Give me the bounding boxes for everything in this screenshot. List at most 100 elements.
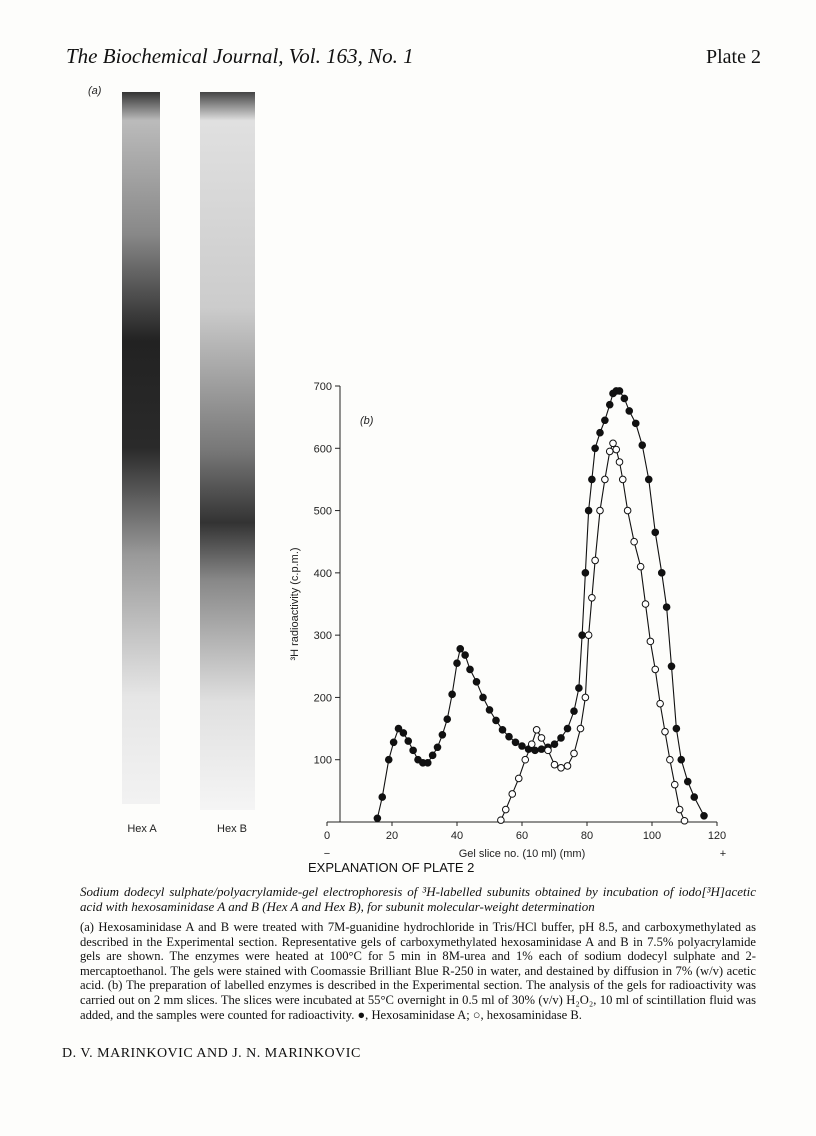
data-point: [618, 475, 627, 484]
caption-heading: EXPLANATION OF PLATE 2: [308, 860, 475, 875]
data-point: [623, 506, 632, 515]
data-point: [651, 528, 660, 537]
data-point: [644, 475, 653, 484]
data-point: [581, 569, 590, 577]
data-point: [615, 387, 624, 395]
data-point: [518, 742, 526, 750]
data-point: [581, 693, 590, 702]
data-point: [485, 706, 494, 714]
data-point: [563, 762, 572, 770]
data-point: [657, 569, 666, 577]
x-tick-label: 60: [516, 830, 528, 842]
data-point: [615, 458, 624, 466]
plate-number: Plate 2: [706, 46, 761, 68]
data-point: [662, 603, 671, 611]
data-point: [690, 793, 699, 801]
y-tick-label: 400: [314, 568, 332, 580]
data-point: [672, 724, 681, 733]
x-tick-label: 100: [643, 830, 661, 842]
journal-title: The Biochemical Journal, Vol. 163, No. 1: [66, 44, 414, 68]
data-point: [501, 805, 510, 814]
data-point: [423, 759, 432, 767]
data-point: [641, 600, 650, 608]
gel-label: Hex A: [127, 823, 157, 835]
data-point: [550, 740, 559, 748]
data-point: [700, 811, 708, 820]
data-point: [514, 774, 523, 783]
data-point: [492, 716, 500, 725]
series-line: [376, 390, 705, 819]
data-point: [584, 506, 593, 515]
data-point: [588, 475, 596, 484]
data-point: [591, 444, 599, 453]
data-point: [428, 751, 437, 760]
data-point: [456, 645, 465, 653]
data-point: [443, 715, 452, 724]
y-tick-label: 700: [314, 381, 332, 393]
data-point: [378, 793, 387, 801]
data-point: [605, 400, 614, 409]
data-point: [638, 441, 647, 449]
data-point: [399, 729, 408, 737]
data-point: [394, 724, 403, 733]
data-point: [433, 743, 442, 752]
data-point: [537, 734, 546, 742]
data-point: [373, 814, 382, 823]
data-point: [384, 755, 393, 764]
data-point: [680, 816, 689, 825]
data-point: [550, 760, 559, 769]
data-point: [646, 637, 655, 646]
data-point: [448, 690, 456, 699]
data-point: [625, 407, 634, 415]
data-point: [508, 790, 517, 798]
gel: [122, 92, 160, 804]
data-point: [453, 659, 461, 667]
y-axis-label: ³H radioactivity (c.p.m.): [289, 547, 301, 660]
data-point: [578, 631, 586, 639]
data-point: [588, 593, 596, 602]
y-tick-label: 300: [314, 630, 332, 642]
data-point: [636, 562, 645, 571]
data-point: [651, 665, 660, 674]
y-tick-label: 500: [314, 506, 332, 518]
x-tick-label: 40: [451, 830, 463, 842]
data-point: [630, 537, 638, 546]
series-line: [500, 441, 686, 821]
x-end-label: −: [324, 848, 330, 860]
data-point: [497, 816, 505, 824]
x-tick-label: 120: [708, 830, 726, 842]
data-point: [656, 699, 664, 708]
data-point: [584, 631, 593, 639]
data-point: [591, 556, 599, 565]
data-point: [563, 724, 572, 733]
gel-panel-label: (a): [88, 85, 102, 97]
x-tick-label: 0: [324, 830, 330, 842]
data-point: [438, 731, 447, 739]
data-point: [466, 665, 474, 674]
figure: (a) Hex A Hex B 100 200 300 400 500 600 700 0 20…: [88, 85, 726, 860]
authors: D. V. MARINKOVIC AND J. N. MARINKOVIC: [62, 1046, 361, 1061]
y-tick-label: 600: [314, 443, 332, 455]
data-point: [661, 727, 669, 736]
data-point: [601, 475, 609, 484]
data-point: [670, 780, 679, 789]
data-point: [505, 732, 513, 741]
data-point: [544, 746, 552, 755]
data-point: [570, 749, 578, 758]
data-point: [666, 755, 674, 764]
data-point: [570, 707, 578, 715]
data-point: [461, 651, 469, 659]
data-point: [479, 693, 487, 702]
x-axis-label: Gel slice no. (10 ml) (mm): [459, 848, 586, 860]
data-point: [667, 662, 676, 671]
y-tick-label: 200: [314, 692, 332, 704]
data-point: [498, 726, 507, 734]
y-tick-label: 100: [314, 755, 332, 767]
data-point: [532, 726, 541, 734]
data-point: [404, 737, 413, 745]
data-point: [605, 447, 614, 456]
data-point: [683, 777, 692, 786]
x-tick-label: 20: [386, 830, 398, 842]
data-point: [675, 805, 684, 814]
